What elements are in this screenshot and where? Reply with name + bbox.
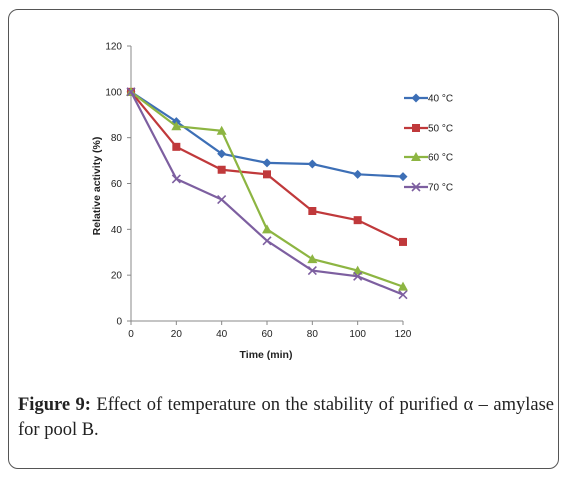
- data-point: [262, 158, 272, 168]
- data-point: [398, 281, 408, 291]
- data-point: [352, 265, 363, 275]
- series-1: [126, 87, 408, 182]
- data-point-stroke: [411, 182, 421, 192]
- legend-item-1: 40 °C: [404, 93, 453, 105]
- data-point: [217, 149, 227, 159]
- series-4: [126, 87, 408, 300]
- data-point: [308, 207, 317, 215]
- data-point: [353, 216, 362, 225]
- data-point: [216, 125, 227, 135]
- tick-labels: 0 20 40 60 80 100 120 0 20 40 60 80 100 120: [105, 42, 411, 341]
- y-tick-label: 0: [116, 317, 122, 328]
- data-point: [126, 87, 136, 97]
- data-point: [307, 266, 317, 276]
- y-tick-label: 80: [111, 133, 123, 144]
- legend-item-4: 70 °C: [404, 182, 453, 194]
- data-point-stroke: [398, 290, 408, 300]
- data-point: [262, 236, 272, 246]
- data-point: [411, 152, 421, 161]
- data-point-stroke: [262, 236, 272, 246]
- data-point: [353, 169, 363, 179]
- x-tick-label: 100: [349, 329, 366, 340]
- data-point: [263, 170, 271, 179]
- data-point: [411, 182, 421, 192]
- caption-label: Figure 9:: [18, 395, 91, 415]
- data-point: [353, 271, 363, 281]
- x-tick-label: 120: [395, 329, 412, 340]
- data-point: [398, 172, 408, 182]
- figure-caption: Figure 9: Effect of temperature on the s…: [18, 393, 554, 443]
- legend-label: 40 °C: [428, 94, 453, 105]
- data-point: [172, 142, 181, 151]
- x-tick-label: 40: [216, 329, 228, 340]
- data-point: [262, 224, 272, 234]
- x-tick-label: 80: [307, 329, 319, 340]
- data-point: [307, 254, 318, 264]
- series-3: [126, 86, 408, 291]
- legend-item-3: 60 °C: [404, 152, 453, 164]
- y-tick-label: 60: [111, 179, 123, 190]
- legend-label: 60 °C: [428, 153, 453, 164]
- legend-label: 70 °C: [428, 183, 453, 194]
- data-point: [171, 121, 182, 131]
- legend-item-2: 50 °C: [404, 124, 453, 135]
- caption-text: Effect of temperature on the stability o…: [18, 395, 554, 440]
- data-point-stroke: [217, 194, 227, 205]
- data-point: [398, 290, 408, 300]
- data-point-stroke: [307, 266, 317, 276]
- data-point: [411, 93, 421, 103]
- y-tick-label: 100: [105, 87, 122, 98]
- x-tick-label: 60: [261, 329, 273, 340]
- data-point: [217, 194, 227, 205]
- figure-frame: [8, 9, 559, 469]
- y-tick-label: 40: [111, 225, 123, 236]
- y-axis-label: Relative activity (%): [91, 137, 103, 236]
- chart-axes: [127, 45, 404, 325]
- data-point-stroke: [353, 271, 363, 281]
- x-tick-label: 0: [128, 329, 134, 340]
- series-line: [130, 90, 404, 288]
- data-point: [307, 159, 317, 169]
- x-axis-label: Time (min): [240, 349, 293, 361]
- data-point: [399, 237, 407, 246]
- line-chart: 0 20 40 60 80 100 120 0 20 40 60 80 100 120 40 °C 50 °…: [91, 42, 453, 362]
- y-tick-label: 20: [111, 271, 123, 282]
- y-tick-label: 120: [105, 42, 122, 53]
- series-group: [126, 86, 408, 300]
- data-point: [412, 124, 420, 132]
- data-point-stroke: [171, 174, 181, 184]
- legend-label: 50 °C: [428, 124, 453, 135]
- legend: 40 °C 50 °C 60 °C 70 °C: [404, 93, 453, 194]
- data-point-stroke: [126, 87, 136, 97]
- data-point: [217, 165, 226, 174]
- x-tick-label: 20: [171, 329, 183, 340]
- data-point: [171, 174, 181, 184]
